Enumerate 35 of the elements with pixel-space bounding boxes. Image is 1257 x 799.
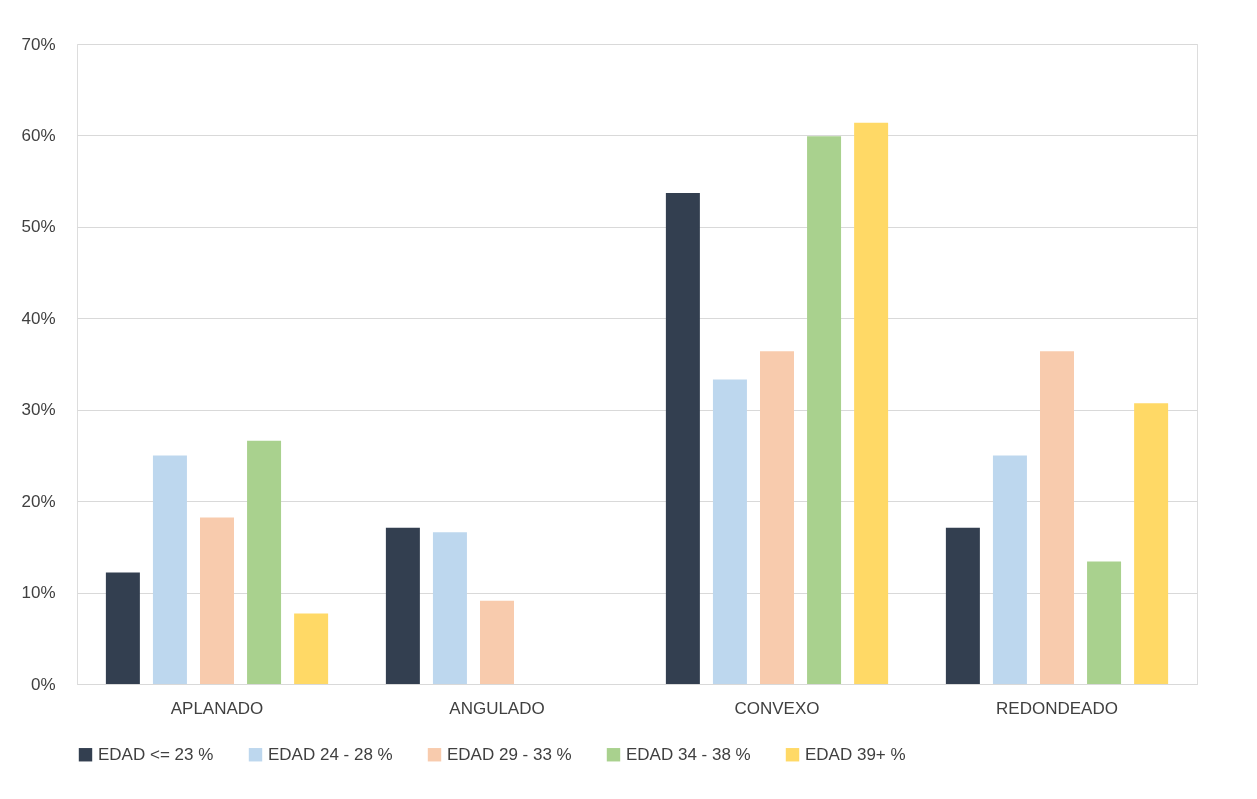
- y-tick-label: 0%: [30, 674, 56, 694]
- y-tick-label: 10%: [21, 583, 56, 603]
- bar: [1040, 351, 1074, 684]
- bar: [385, 527, 420, 684]
- bar: [945, 527, 980, 684]
- x-tick-label: REDONDEADO: [996, 698, 1118, 718]
- legend-label: EDAD 24 - 28 %: [268, 744, 393, 764]
- bar: [712, 379, 747, 684]
- legend-label: EDAD 39+ %: [805, 744, 906, 764]
- bar: [854, 122, 889, 684]
- y-tick-label: 70%: [21, 34, 56, 54]
- x-tick-label: CONVEXO: [734, 698, 820, 718]
- legend-label: EDAD 34 - 38 %: [626, 744, 751, 764]
- bar: [200, 517, 234, 684]
- bar: [992, 455, 1027, 684]
- bar: [665, 193, 700, 684]
- bar: [294, 613, 329, 684]
- bar: [432, 532, 467, 684]
- bar: [807, 136, 842, 684]
- y-tick-label: 30%: [21, 400, 56, 420]
- bar: [1087, 561, 1122, 684]
- legend-label: EDAD 29 - 33 %: [447, 744, 572, 764]
- bar: [480, 600, 514, 684]
- bar: [105, 572, 140, 684]
- y-tick-label: 50%: [21, 217, 56, 237]
- y-tick-label: 40%: [21, 308, 56, 328]
- x-tick-label: ANGULADO: [449, 698, 545, 718]
- y-tick-label: 20%: [21, 491, 56, 511]
- bar: [760, 351, 794, 684]
- legend-label: EDAD <= 23 %: [98, 744, 214, 764]
- bar: [1134, 403, 1169, 684]
- bar: [152, 455, 187, 684]
- y-tick-label: 60%: [21, 125, 56, 145]
- bar: [247, 440, 282, 684]
- x-tick-label: APLANADO: [170, 698, 264, 718]
